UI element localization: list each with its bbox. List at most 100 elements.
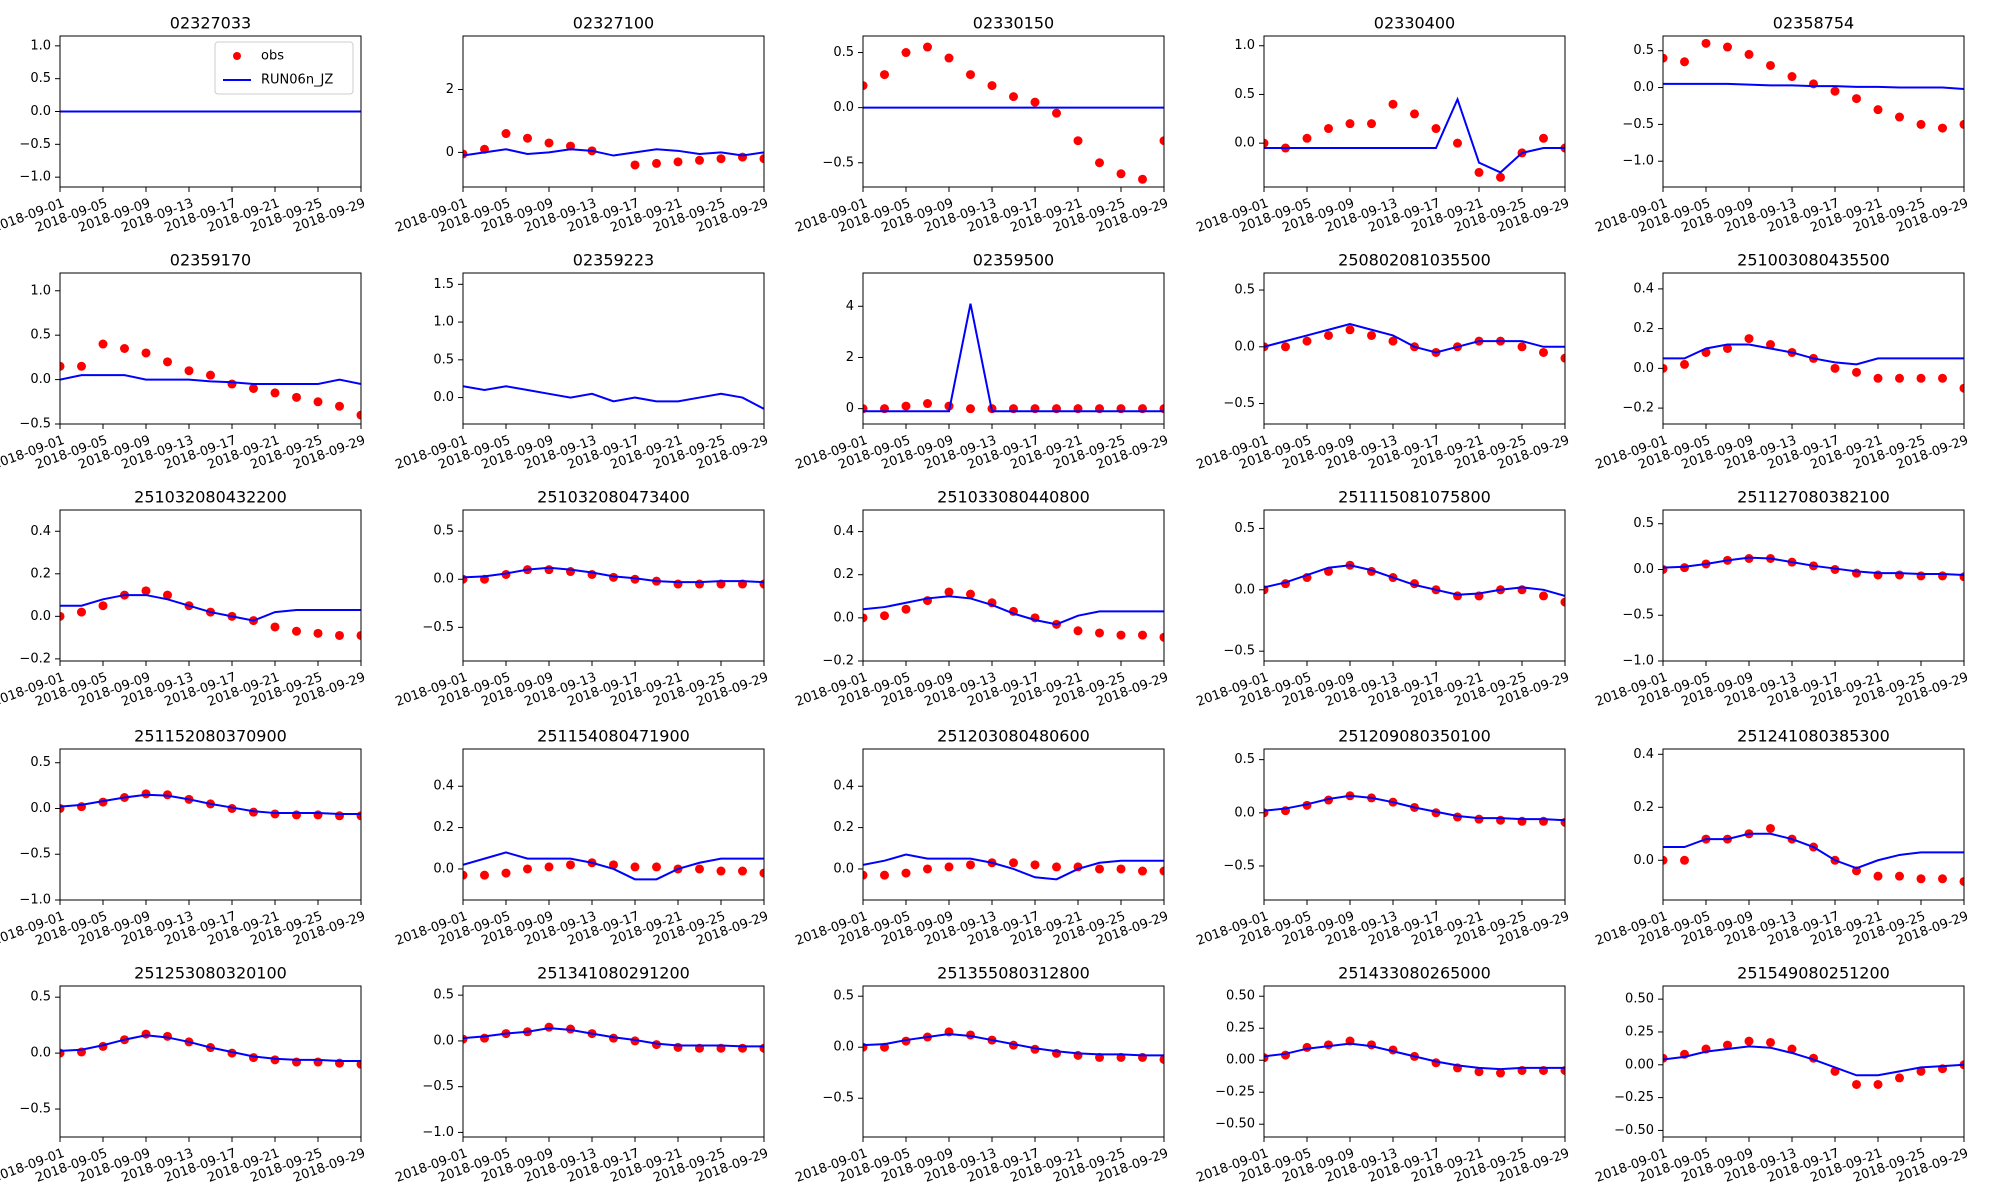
y-tick-label: 0.5 [433,988,454,1003]
obs-point [1517,342,1527,352]
y-tick-label: −1.0 [422,1125,454,1140]
obs-point [695,864,704,874]
subplot-title: 02327033 [170,14,251,33]
y-tick-label: 0.0 [433,572,454,587]
obs-point [759,154,764,164]
series-line [60,594,361,622]
subplot-title: 251203080480600 [937,727,1090,746]
y-tick-label: 0.0 [433,861,454,876]
obs-point [652,158,661,168]
y-tick-label: 0.0 [833,861,854,876]
y-tick-label: 0.4 [1633,281,1654,296]
obs-point [335,630,344,640]
y-tick-label: 0.4 [833,779,854,794]
obs-point [227,379,237,389]
obs-point [1052,108,1061,118]
subplot-title: 251032080473400 [537,488,690,507]
legend-marker [233,52,241,60]
y-tick-label: 0.0 [1234,805,1255,820]
axes-frame [59,272,362,425]
series-line [1663,1045,1964,1077]
y-tick-label: 1.0 [1234,38,1255,53]
obs-point [98,339,108,349]
plot-area [1663,38,1964,133]
y-tick-label: −1.0 [19,893,51,908]
obs-point [1766,1037,1775,1047]
obs-point [1474,1067,1484,1077]
subplot-title: 250802081035500 [1338,251,1491,270]
obs-point [523,864,532,874]
obs-point [463,1034,468,1044]
obs-point [1539,816,1548,826]
subplot: 251152080370900−1.0−0.50.00.52018-09-012… [0,727,368,949]
obs-point [1895,1073,1904,1083]
y-tick-label: 0.0 [1633,562,1654,577]
obs-point [923,399,932,409]
obs-point [901,868,911,878]
obs-point [1959,119,1964,129]
obs-point [1766,823,1775,833]
obs-point [1095,864,1104,874]
y-tick-label: 0 [446,145,454,160]
obs-point [863,613,868,623]
obs-point [1367,330,1376,340]
axes-frame [1662,35,1965,188]
obs-point [1560,597,1565,607]
series-line [463,566,764,584]
obs-point [1852,866,1861,876]
obs-point [695,155,704,165]
obs-point [163,590,172,600]
subplot: 2511540804719000.00.20.42018-09-012018-0… [393,727,770,949]
subplot: 02330150−0.50.00.52018-09-012018-09-0520… [793,14,1170,236]
obs-point [1116,169,1126,179]
obs-point [1916,119,1926,129]
y-tick-label: 0.0 [1633,853,1654,868]
obs-point [566,141,575,151]
obs-point [987,81,997,91]
plot-area [863,303,1164,414]
y-tick-label: 0.4 [433,779,454,794]
obs-point [630,160,640,170]
subplot: 251033080440800−0.20.00.20.42018-09-0120… [793,488,1170,710]
obs-point [716,866,726,876]
axes-frame [462,985,765,1138]
axes-frame [862,985,1165,1138]
y-tick-label: 0.2 [1633,321,1654,336]
obs-point [1302,336,1312,346]
y-tick-label: −1.0 [19,170,51,185]
y-tick-label: −0.2 [1622,401,1654,416]
subplot-title: 251355080312800 [937,964,1090,983]
plot-area [60,586,361,640]
obs-point [716,154,726,164]
obs-point [313,628,323,638]
obs-point [1787,1044,1797,1054]
y-tick-label: 0.5 [30,990,51,1005]
obs-point [120,344,129,353]
series-line [60,1034,361,1062]
obs-point [1539,133,1548,143]
series-line [1663,343,1964,366]
y-tick-label: 0.0 [1234,339,1255,354]
series-line [1663,832,1964,870]
y-tick-label: 0.2 [433,820,454,835]
obs-point [335,401,344,411]
axes-frame [462,748,765,901]
obs-point [738,1043,747,1053]
series-line [863,1032,1164,1057]
obs-point [673,1042,683,1052]
series-line [1264,323,1565,354]
y-tick-label: 0.5 [833,989,854,1004]
subplot: 023595000242018-09-012018-09-052018-09-0… [793,251,1170,473]
y-tick-label: 0.50 [1625,992,1654,1007]
y-tick-label: −0.2 [19,651,51,666]
obs-point [292,392,301,402]
obs-point [1680,57,1689,67]
obs-point [1281,342,1290,352]
plot-area [463,129,764,170]
subplot: 02359170−0.50.00.51.02018-09-012018-09-0… [0,251,368,473]
y-tick-label: 0.5 [1234,283,1255,298]
obs-point [1453,591,1462,601]
obs-point [1787,72,1797,82]
obs-point [501,129,511,139]
